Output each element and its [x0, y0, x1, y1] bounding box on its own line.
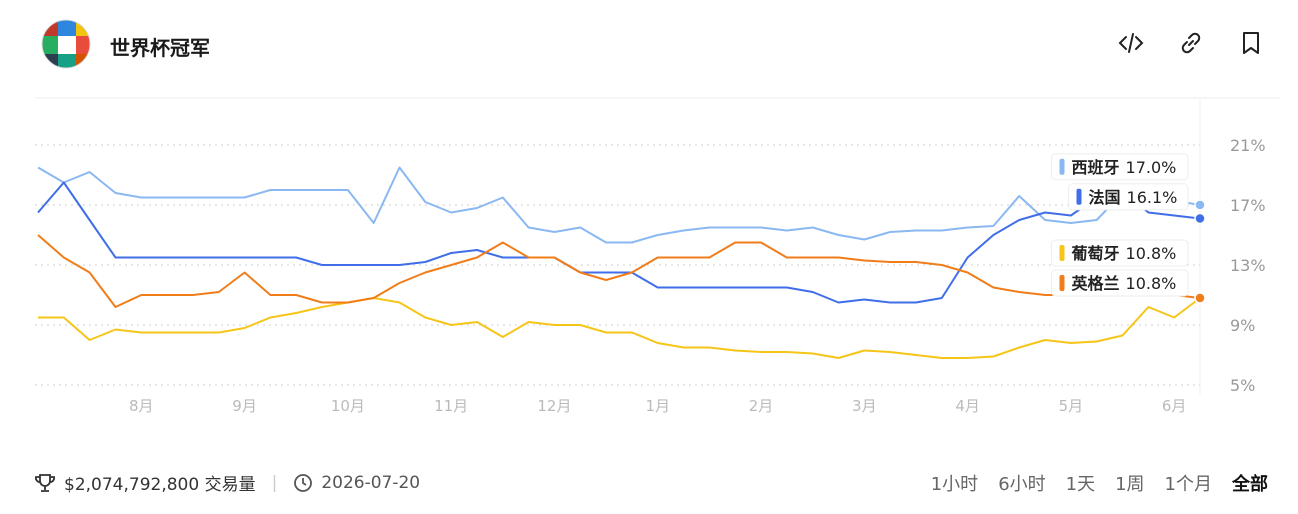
label-text: 西班牙 17.0% [1072, 158, 1177, 177]
range-button[interactable]: 1周 [1115, 474, 1145, 495]
y-tick-label: 9% [1230, 316, 1255, 335]
x-tick-label: 1月 [645, 397, 670, 415]
x-tick-label: 11月 [434, 397, 468, 415]
clock-icon [294, 473, 313, 492]
series-name: 葡萄牙 [1071, 244, 1120, 263]
x-tick-label: 6月 [1162, 397, 1187, 415]
series-name: 法国 [1089, 188, 1121, 207]
range-button[interactable]: 全部 [1232, 474, 1268, 495]
range-button[interactable]: 1小时 [930, 474, 979, 495]
label-box [1051, 269, 1189, 297]
series-line [38, 297, 1201, 359]
series-line [37, 234, 1201, 308]
volume: $2,074,792,800 交易量 [64, 475, 256, 495]
label-swatch [1059, 158, 1065, 175]
trophy-icon [35, 473, 55, 492]
range-button[interactable]: 1个月 [1164, 474, 1212, 495]
range-selector: 1小时 6小时 1天 1周 1个月 全部 [931, 470, 1268, 496]
x-tick-label: 5月 [1059, 397, 1084, 415]
series-value: 17.0% [1126, 158, 1177, 177]
series-line [37, 166, 1201, 244]
series-value: 10.8% [1126, 274, 1177, 293]
market-icon [41, 19, 91, 69]
series-name: 西班牙 [1072, 158, 1120, 177]
x-tick-label: 8月 [129, 397, 154, 415]
series-label: 西班牙 17.0% [1051, 153, 1189, 181]
range-button[interactable]: 6小时 [998, 474, 1046, 495]
footer: $2,074,792,800 交易量 | 2026-07-20 [34, 470, 420, 495]
series-label: 英格兰 10.8% [1051, 269, 1189, 297]
bookmark-button[interactable] [1238, 30, 1264, 56]
end-point [1194, 199, 1206, 211]
x-tick-label: 4月 [955, 397, 980, 415]
y-tick-label: 21% [1230, 136, 1266, 155]
x-tick-label: 9月 [232, 397, 257, 415]
separator: | [271, 472, 278, 493]
y-tick-label: 17% [1230, 196, 1266, 215]
label-swatch [1076, 188, 1082, 205]
label-swatch [1059, 275, 1065, 291]
label-text: 葡萄牙 10.8% [1071, 244, 1177, 263]
link-button[interactable] [1178, 30, 1204, 56]
chart: 5% 9% 13% 17% 21% 8月 9月 10月 11月 12月 1月 2月 3月 4月 5月 6月 西班… [35, 97, 1280, 415]
series-label: 葡萄牙 10.8% [1051, 239, 1189, 267]
label-box [1068, 183, 1189, 211]
label-box [1051, 239, 1189, 267]
series-value: 16.1% [1127, 188, 1178, 207]
series-name: 英格兰 [1071, 274, 1120, 293]
end-point [1194, 212, 1206, 225]
embed-button[interactable] [1118, 30, 1144, 56]
y-tick-label: 5% [1230, 376, 1255, 395]
x-tick-label: 10月 [331, 397, 365, 415]
x-tick-label: 12月 [537, 397, 571, 415]
series-label: 法国 16.1% [1068, 183, 1189, 211]
label-text: 法国 16.1% [1089, 188, 1178, 207]
series-line [37, 181, 1201, 304]
end-date: 2026-07-20 [321, 472, 421, 493]
x-tick-label: 3月 [852, 397, 877, 415]
end-point [1194, 292, 1206, 304]
series-value: 10.8% [1126, 244, 1177, 263]
toolbar [1118, 30, 1264, 56]
label-swatch [1059, 245, 1065, 261]
market-title: 世界杯冠军 [110, 36, 210, 60]
x-tick-label: 2月 [749, 397, 774, 415]
range-button[interactable]: 1天 [1065, 474, 1096, 495]
y-tick-label: 13% [1230, 256, 1266, 275]
label-box [1051, 153, 1189, 181]
label-text: 英格兰 10.8% [1071, 274, 1177, 293]
